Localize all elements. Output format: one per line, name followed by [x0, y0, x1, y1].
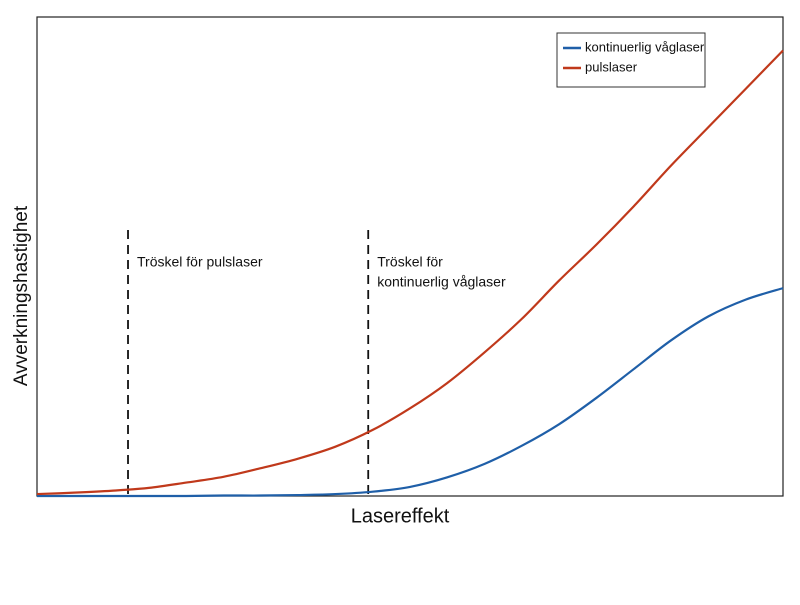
legend-box [556, 32, 706, 88]
plot-frame [36, 16, 784, 497]
legend: kontinuerlig våglaser pulslaser [556, 32, 706, 88]
x-axis-label: Lasereffekt [351, 505, 450, 527]
threshold-label: Tröskel för pulslaser [137, 254, 263, 270]
data-line [37, 287, 784, 498]
data-line [36, 49, 784, 496]
legend-label: kontinuerlig våglaser [585, 39, 705, 54]
threshold-label: Tröskel för [377, 254, 443, 270]
threshold-label: kontinuerlig våglaser [377, 274, 506, 290]
y-axis-label: Avverkningshastighet [11, 205, 32, 386]
legend-label: pulslaser [585, 59, 638, 74]
